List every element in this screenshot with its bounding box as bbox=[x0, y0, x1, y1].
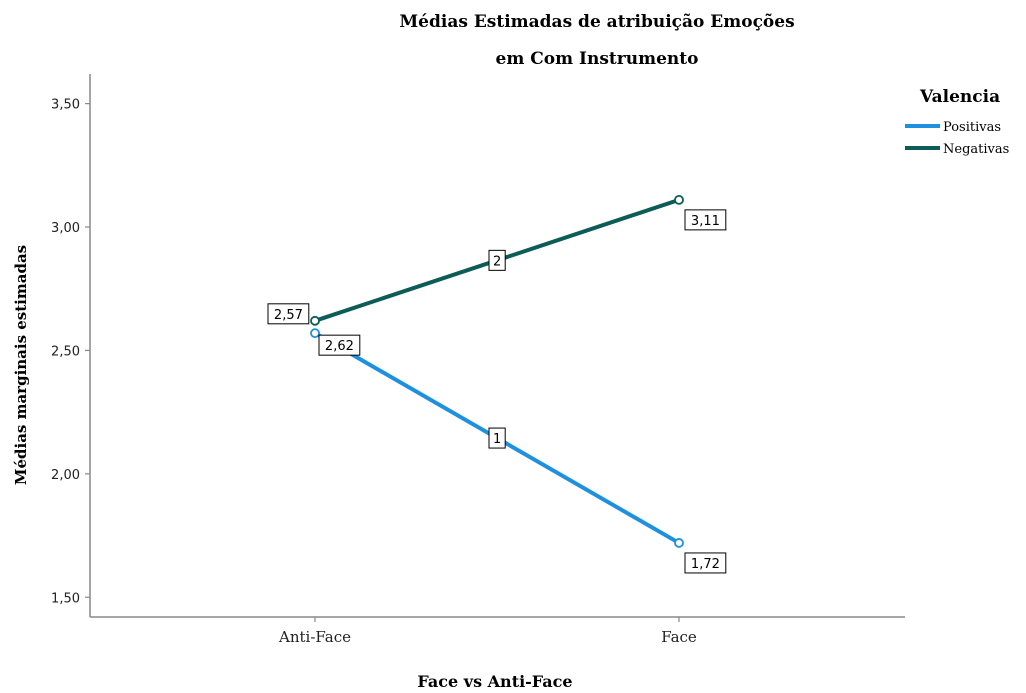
y-ticks: 1,50 2,00 2,50 3,00 3,50 bbox=[51, 98, 90, 606]
data-point-negativas bbox=[674, 194, 684, 205]
x-ticks: Anti-Face Face bbox=[278, 617, 697, 646]
chart-title-line2: em Com Instrumento bbox=[496, 49, 699, 69]
legend-items: Positivas Negativas bbox=[905, 120, 1009, 157]
x-tick-label: Anti-Face bbox=[278, 628, 351, 646]
data-point-positivas bbox=[310, 328, 320, 339]
value-label: 2,57 bbox=[267, 303, 310, 325]
data-point-negativas bbox=[310, 315, 320, 326]
value-label-box bbox=[267, 303, 310, 325]
series-line-label: 1 bbox=[488, 427, 506, 449]
value-label-box bbox=[684, 552, 727, 574]
value-label: 2,62 bbox=[318, 334, 361, 356]
series-line-label-text: 1 bbox=[493, 432, 501, 447]
x-tick-label: Face bbox=[661, 628, 697, 646]
legend: Valencia Positivas Negativas bbox=[905, 87, 1009, 157]
y-tick-label: 2,00 bbox=[51, 468, 80, 483]
chart-title-line1: Médias Estimadas de atribuição Emoções bbox=[399, 12, 794, 32]
y-tick-label: 2,50 bbox=[51, 344, 80, 359]
series-line-label-box bbox=[488, 249, 506, 271]
value-label-text: 2,62 bbox=[325, 339, 354, 354]
value-label: 1,72 bbox=[684, 552, 727, 574]
value-label-box bbox=[318, 334, 361, 356]
value-label-text: 1,72 bbox=[691, 557, 720, 572]
value-label: 3,11 bbox=[684, 209, 727, 231]
y-tick-label: 3,50 bbox=[51, 98, 80, 113]
legend-title: Valencia bbox=[919, 87, 1000, 107]
value-label-text: 2,57 bbox=[274, 308, 303, 323]
y-tick-label: 1,50 bbox=[51, 591, 80, 606]
series-points bbox=[310, 194, 684, 548]
y-tick-label: 3,00 bbox=[51, 221, 80, 236]
series-line-label: 2 bbox=[488, 249, 506, 271]
data-point-positivas bbox=[674, 538, 684, 548]
series-line-label-box bbox=[488, 427, 506, 449]
x-axis-label: Face vs Anti-Face bbox=[417, 672, 572, 691]
legend-label-positivas: Positivas bbox=[943, 120, 1001, 135]
y-axis-label: Médias marginais estimadas bbox=[12, 245, 30, 485]
legend-label-negativas: Negativas bbox=[943, 142, 1009, 157]
value-labels: 1 2 2,57 2,62 3,11 1,72 bbox=[267, 209, 727, 574]
value-label-box bbox=[684, 209, 727, 231]
value-label-text: 3,11 bbox=[691, 214, 720, 229]
series-line-label-text: 2 bbox=[493, 254, 501, 269]
